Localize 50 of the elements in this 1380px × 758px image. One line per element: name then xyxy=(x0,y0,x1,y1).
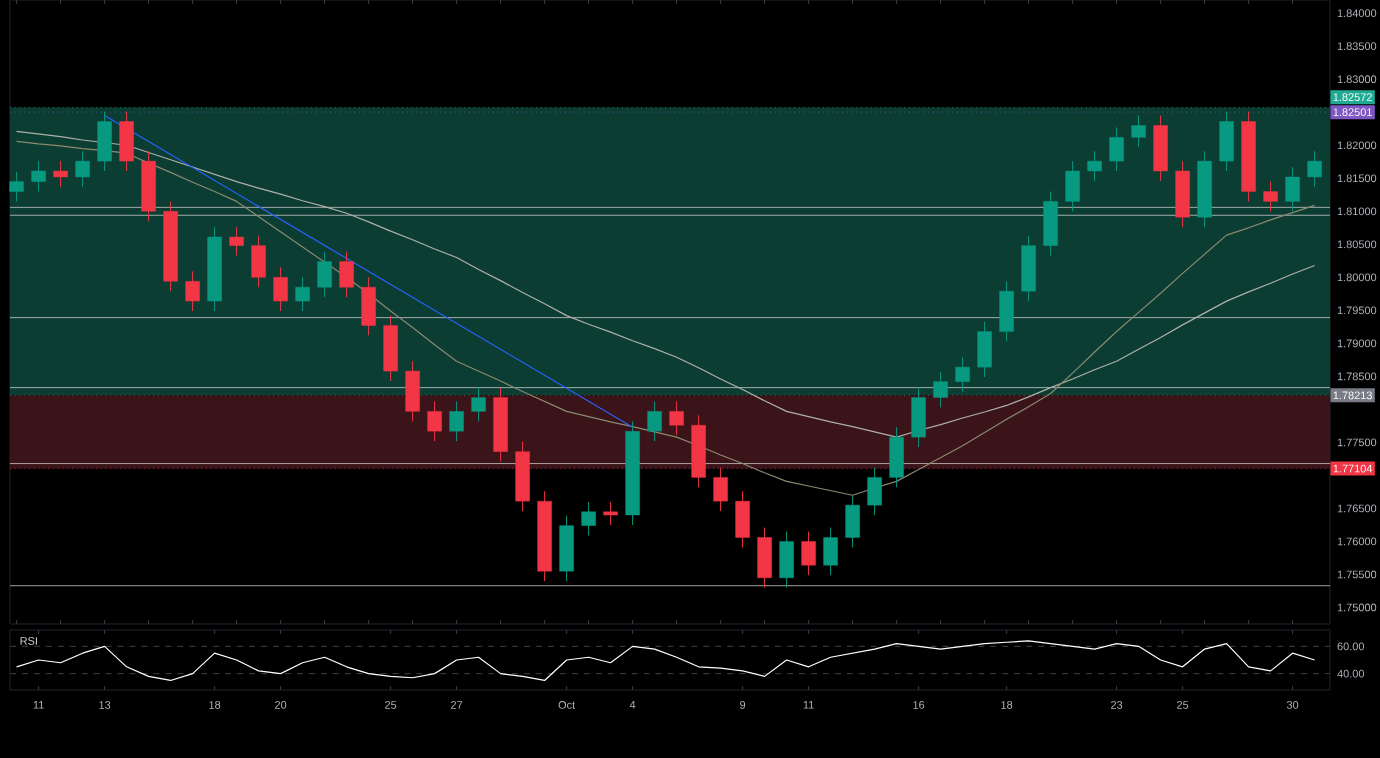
candlestick xyxy=(1263,181,1278,212)
candlestick xyxy=(1087,150,1102,182)
candlestick xyxy=(75,150,90,188)
candlestick xyxy=(251,235,266,288)
candlestick xyxy=(1043,190,1058,257)
candlestick xyxy=(383,315,398,382)
candlestick xyxy=(1175,160,1190,228)
candlestick xyxy=(339,251,354,298)
candlestick xyxy=(449,400,464,442)
candlestick xyxy=(1219,111,1234,172)
candlestick xyxy=(735,490,750,548)
candlestick xyxy=(97,111,112,172)
candlestick xyxy=(427,400,442,442)
candlestick xyxy=(845,494,860,548)
candlestick xyxy=(977,321,992,378)
candlestick xyxy=(647,400,662,442)
candlestick xyxy=(867,467,882,516)
candlestick xyxy=(1285,166,1300,212)
candlestick xyxy=(9,171,24,202)
candlestick xyxy=(1065,160,1080,212)
candlestick xyxy=(471,387,486,422)
candlestick xyxy=(185,270,200,312)
candlestick xyxy=(1109,126,1124,172)
candlestick xyxy=(1021,235,1036,302)
candlestick xyxy=(999,280,1014,342)
candlestick xyxy=(273,266,288,312)
candlestick xyxy=(295,276,310,312)
candlestick xyxy=(757,527,772,589)
candlestick xyxy=(933,371,948,408)
candlestick xyxy=(823,527,838,576)
candlestick xyxy=(317,251,332,298)
candlestick xyxy=(559,515,574,582)
candlestick xyxy=(119,111,134,172)
candlestick xyxy=(361,276,376,336)
candlestick xyxy=(229,226,244,257)
candlestick xyxy=(53,160,68,188)
candlestick xyxy=(669,400,684,436)
candlestick xyxy=(713,467,728,512)
candlestick xyxy=(779,531,794,589)
candlestick xyxy=(1131,115,1146,148)
candlestick xyxy=(889,426,904,488)
candlestick xyxy=(911,387,926,448)
candlestick xyxy=(955,356,970,393)
candlestick xyxy=(1153,115,1168,182)
candlestick xyxy=(801,531,816,576)
candlestick xyxy=(405,360,420,422)
candlestick xyxy=(603,501,618,526)
candlestick xyxy=(581,501,596,537)
candlestick xyxy=(1307,150,1322,188)
candlestick xyxy=(31,160,46,192)
